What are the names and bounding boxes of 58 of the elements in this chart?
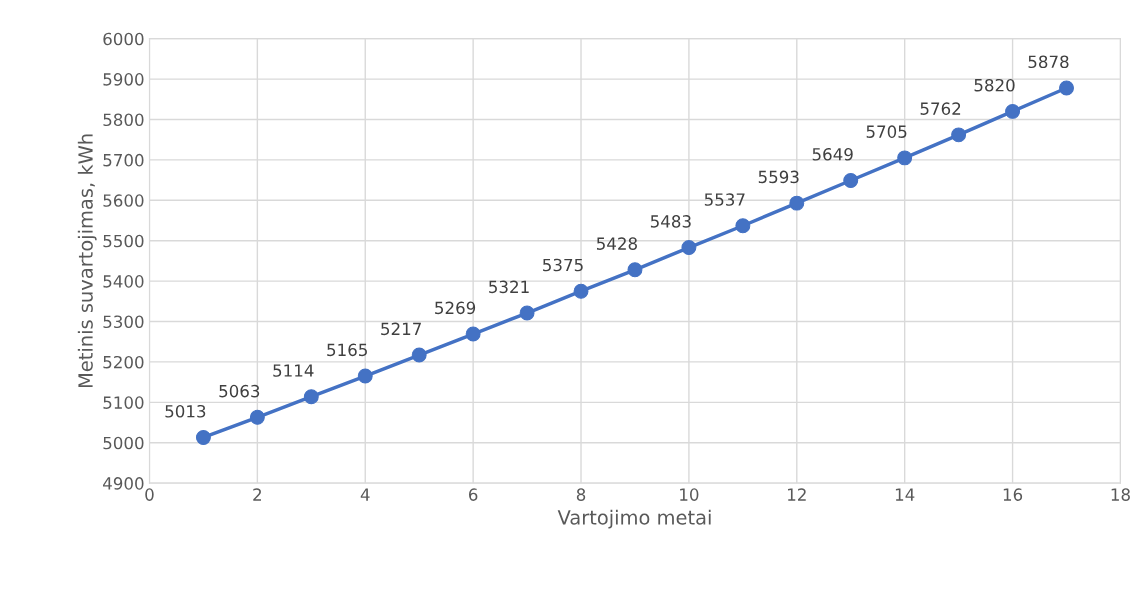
data-label: 5428 (596, 237, 637, 250)
point (195, 430, 211, 445)
point (627, 262, 643, 278)
y-tick-label: 6000 (103, 32, 144, 46)
x-tick-label: 6 (469, 488, 478, 501)
data-label: 5483 (650, 215, 691, 228)
point (519, 305, 535, 321)
data-label: 5013 (165, 404, 206, 418)
y-axis-title: Metinis suvartojimas, kWh (77, 134, 97, 388)
data-label: 5878 (1028, 55, 1069, 69)
data-label: 5114 (273, 364, 314, 377)
x-tick-label: 2 (253, 488, 261, 501)
data-label: 5321 (489, 280, 529, 294)
point (411, 347, 427, 363)
point (357, 368, 373, 384)
x-tick-label: 12 (788, 488, 806, 501)
y-tick-label: 5500 (103, 234, 144, 248)
x-tick-label: 18 (1111, 488, 1130, 501)
x-tick-label: 16 (1003, 488, 1023, 501)
point (465, 326, 481, 342)
data-label: 5593 (758, 170, 799, 184)
data-label: 5165 (327, 343, 367, 357)
y-tick-label: 5300 (103, 315, 144, 329)
data-label: 5269 (435, 301, 476, 315)
y-tick-label: 5400 (103, 275, 144, 288)
point (789, 195, 805, 211)
point (1005, 103, 1021, 119)
data-label: 5705 (866, 125, 907, 138)
y-tick-label: 5700 (103, 153, 144, 167)
point (573, 283, 589, 299)
data-label: 5375 (543, 258, 583, 272)
x-tick-label: 14 (895, 488, 915, 501)
data-label: 5762 (920, 102, 961, 115)
point (681, 240, 697, 256)
y-tick-label: 5600 (103, 194, 144, 207)
data-label: 5217 (381, 322, 421, 336)
x-tick-label: 8 (576, 488, 586, 501)
y-tick-label: 4900 (103, 477, 144, 490)
y-tick-label: 5100 (103, 396, 144, 409)
point (897, 150, 913, 166)
x-tick-label: 4 (360, 488, 370, 501)
point (303, 389, 319, 405)
data-label: 5820 (974, 78, 1015, 92)
y-tick-label: 5000 (103, 436, 144, 450)
y-tick-label: 5800 (103, 113, 144, 127)
x-tick-label: 10 (680, 488, 699, 501)
y-tick-label: 5200 (103, 355, 144, 369)
x-axis-title: Vartojimo metai (557, 509, 711, 529)
x-tick-label: 0 (145, 488, 154, 501)
data-label: 5649 (812, 148, 853, 161)
data-label: 5063 (219, 384, 260, 398)
point (1059, 80, 1074, 96)
data-label: 5537 (704, 193, 745, 206)
point (951, 127, 967, 143)
point (843, 173, 859, 188)
y-tick-label: 5900 (103, 73, 144, 86)
point (249, 409, 265, 425)
point (735, 218, 751, 234)
